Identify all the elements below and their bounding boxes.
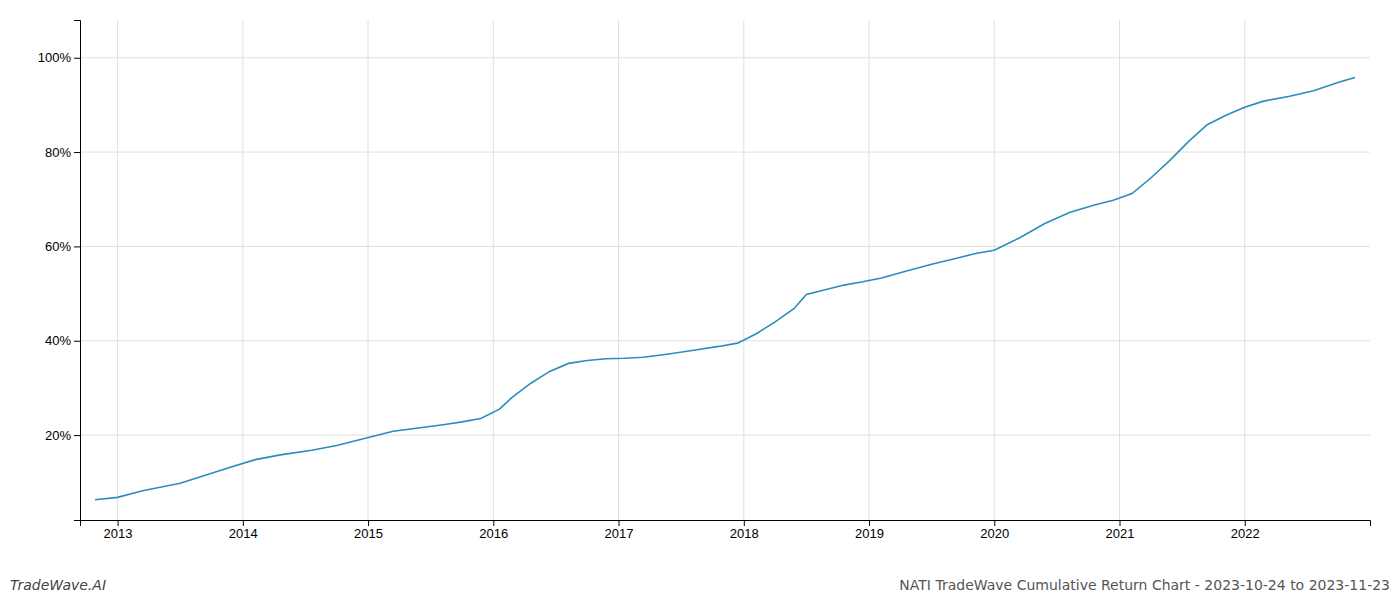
- y-grid-line: [80, 152, 1370, 153]
- x-tick-label: 2019: [855, 526, 884, 541]
- grid: [80, 20, 1370, 520]
- x-tick: 2021: [1106, 520, 1135, 541]
- x-tick: 2020: [980, 520, 1009, 541]
- x-tick: 2022: [1231, 520, 1260, 541]
- y-grid-line: [80, 340, 1370, 341]
- x-tick-mark: [368, 520, 369, 526]
- y-tick: 80%: [45, 145, 80, 160]
- y-tick: 100%: [38, 50, 80, 65]
- y-tick-mark: [74, 435, 80, 436]
- plot-area: [95, 78, 1355, 500]
- x-tick: 2015: [354, 520, 383, 541]
- x-grid-line: [1244, 20, 1245, 520]
- x-tick-mark: [493, 520, 494, 526]
- title: NATI TradeWave Cumulative Return Chart -…: [899, 577, 1390, 593]
- x-grid-line: [117, 20, 118, 520]
- x-grid-line: [994, 20, 995, 520]
- x-grid-line: [368, 20, 369, 520]
- x-tick-label: 2017: [605, 526, 634, 541]
- x-tick-label: 2020: [980, 526, 1009, 541]
- x-tick-label: 2013: [104, 526, 133, 541]
- x-tick-label: 2018: [730, 526, 759, 541]
- x-tick-label: 2015: [354, 526, 383, 541]
- x-tick-mark: [118, 520, 119, 526]
- y-tick-label: 20%: [45, 428, 71, 443]
- x-tick: 2016: [479, 520, 508, 541]
- x-tick: 2017: [605, 520, 634, 541]
- y-grid-line: [80, 246, 1370, 247]
- watermark: TradeWave.AI: [10, 577, 106, 593]
- x-tick-label: 2014: [229, 526, 258, 541]
- y-tick-label: 80%: [45, 145, 71, 160]
- y-axis: 20% 40% 60% 80% 100%: [38, 21, 81, 521]
- x-grid-line: [493, 20, 494, 520]
- x-grid-line: [618, 20, 619, 520]
- y-tick: 40%: [45, 333, 80, 348]
- x-tick-label: 2022: [1231, 526, 1260, 541]
- y-tick-mark: [74, 246, 80, 247]
- y-grid-line: [80, 435, 1370, 436]
- x-tick-mark: [1245, 520, 1246, 526]
- y-tick-mark: [74, 341, 80, 342]
- y-tick-mark: [74, 152, 80, 153]
- x-tick-mark: [1120, 520, 1121, 526]
- x-tick-label: 2016: [479, 526, 508, 541]
- y-axis-line: [74, 21, 81, 521]
- x-grid-line: [1119, 20, 1120, 520]
- x-tick-label: 2021: [1106, 526, 1135, 541]
- y-tick-mark: [74, 58, 80, 59]
- y-tick-label: 100%: [38, 50, 72, 65]
- x-tick: 2019: [855, 520, 884, 541]
- y-tick-label: 40%: [45, 333, 71, 348]
- x-tick-mark: [619, 520, 620, 526]
- x-tick-mark: [869, 520, 870, 526]
- line: [95, 78, 1355, 500]
- x-axis: 2013 2014 2015 2016 2017 2018 2019 2020 2021 2022: [81, 520, 1371, 541]
- y-tick: 20%: [45, 428, 80, 443]
- x-tick-mark: [744, 520, 745, 526]
- x-grid-line: [242, 20, 243, 520]
- x-tick-mark: [994, 520, 995, 526]
- x-axis-line: [81, 521, 1371, 527]
- x-grid-line: [743, 20, 744, 520]
- x-tick: 2013: [104, 520, 133, 541]
- y-tick: 60%: [45, 239, 80, 254]
- x-grid-line: [869, 20, 870, 520]
- x-tick: 2014: [229, 520, 258, 541]
- x-tick: 2018: [730, 520, 759, 541]
- chart: 2013 2014 2015 2016 2017 2018 2019 2020 2021 2022…: [0, 0, 1400, 600]
- y-grid-line: [80, 57, 1370, 58]
- y-tick-label: 60%: [45, 239, 71, 254]
- x-tick-mark: [243, 520, 244, 526]
